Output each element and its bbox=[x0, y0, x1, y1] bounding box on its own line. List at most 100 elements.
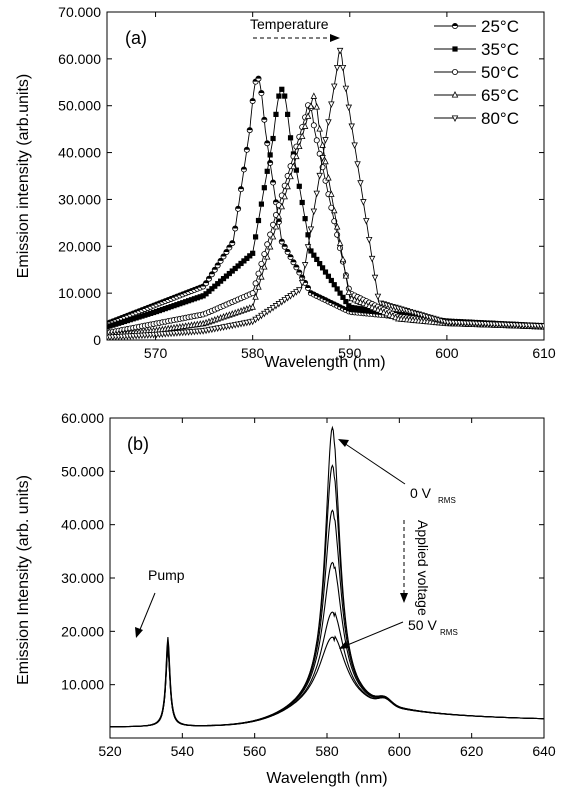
series-point-25°C-fill bbox=[229, 240, 235, 244]
series-point-35°C bbox=[206, 288, 212, 294]
voltage-50-annotation: 50 V RMS bbox=[408, 617, 458, 637]
series-point-80°C bbox=[263, 308, 271, 316]
voltage-series-line-4 bbox=[110, 611, 544, 728]
series-point-25°C-fill bbox=[293, 264, 299, 268]
series-point-80°C bbox=[360, 199, 367, 206]
voltage-0-arrow bbox=[338, 439, 406, 485]
series-point-25°C-fill bbox=[305, 285, 311, 288]
series-point-50°C bbox=[313, 137, 320, 144]
series-point-35°C bbox=[203, 291, 209, 297]
series-point-25°C-fill bbox=[235, 206, 241, 209]
series-point-65°C bbox=[298, 132, 306, 140]
series-point-35°C bbox=[200, 293, 206, 299]
series-point-35°C bbox=[346, 303, 352, 309]
series-point-65°C bbox=[272, 222, 280, 230]
series-point-65°C bbox=[293, 152, 300, 160]
series-point-80°C bbox=[298, 280, 306, 287]
series-point-35°C bbox=[156, 307, 163, 314]
series-point-35°C bbox=[241, 258, 247, 264]
series-point-35°C bbox=[235, 263, 241, 269]
series-point-35°C bbox=[328, 277, 334, 284]
legend-marker-50°C bbox=[451, 69, 458, 76]
plot-b-xtick-label: 620 bbox=[460, 743, 484, 759]
series-point-35°C bbox=[110, 322, 116, 328]
series-point-65°C bbox=[325, 174, 332, 181]
series-point-25°C-fill bbox=[250, 98, 256, 101]
series-point-80°C bbox=[281, 297, 288, 304]
series-point-25°C-fill bbox=[270, 179, 276, 183]
plot-b-series bbox=[110, 425, 544, 728]
plot-b-xtick-label: 600 bbox=[388, 743, 412, 759]
series-point-50°C bbox=[252, 280, 259, 287]
voltage-series-2 bbox=[110, 509, 544, 728]
series-point-35°C bbox=[133, 315, 139, 321]
series-point-80°C bbox=[258, 312, 265, 320]
plot-a-ytick-label: 70.000 bbox=[58, 4, 101, 20]
temperature-annotation: Temperature bbox=[250, 16, 329, 32]
series-point-35°C bbox=[296, 183, 302, 189]
series-line-25°C bbox=[107, 76, 544, 327]
series-point-35°C bbox=[188, 297, 195, 303]
series-point-80°C bbox=[269, 304, 277, 312]
series-point-35°C bbox=[305, 232, 311, 238]
series-point-80°C bbox=[351, 142, 358, 149]
series-point-35°C bbox=[171, 303, 177, 309]
series-point-80°C bbox=[325, 119, 332, 126]
series-point-50°C bbox=[337, 245, 344, 252]
legend-marker-35°C bbox=[452, 46, 458, 52]
series-point-35°C bbox=[148, 310, 154, 316]
series-point-35°C bbox=[232, 265, 238, 272]
series-point-35°C bbox=[311, 252, 317, 258]
series-point-80°C bbox=[310, 208, 318, 216]
series-point-35°C bbox=[270, 135, 276, 142]
plot-a-ticks: 570 580 590 600 610 0 10.000 20.000 30.000 40.000… bbox=[58, 4, 556, 361]
series-point-80°C bbox=[284, 295, 291, 302]
series-point-35°C bbox=[118, 319, 125, 325]
series-point-80°C bbox=[371, 274, 379, 282]
legend-marker-25°C-fill bbox=[452, 23, 458, 26]
series-point-65°C bbox=[316, 125, 323, 132]
series-point-80°C bbox=[287, 293, 294, 300]
series-point-65°C bbox=[290, 162, 297, 170]
plot-a-ytick-label: 60.000 bbox=[58, 51, 101, 67]
voltage-0-annotation: 0 V RMS bbox=[410, 485, 456, 505]
series-point-35°C bbox=[139, 313, 145, 319]
series-point-35°C bbox=[308, 248, 314, 254]
series-point-25°C-fill bbox=[264, 140, 270, 144]
legend-marker-65°C bbox=[451, 91, 459, 98]
series-point-35°C bbox=[191, 296, 197, 302]
series-point-35°C bbox=[244, 255, 250, 261]
series-point-65°C bbox=[249, 303, 256, 310]
series-point-35°C bbox=[153, 308, 160, 315]
plot-b-xlabel: Wavelength (nm) bbox=[266, 770, 387, 787]
voltage-series-5 bbox=[110, 635, 544, 728]
svg-text:50 V: 50 V bbox=[408, 617, 437, 633]
temperature-arrow bbox=[253, 34, 340, 42]
series-point-25°C-fill bbox=[258, 90, 265, 94]
series-point-35°C bbox=[349, 304, 355, 311]
series-point-25°C-fill bbox=[241, 166, 247, 170]
series-point-65°C bbox=[263, 253, 271, 260]
plot-a-frame bbox=[106, 11, 545, 341]
plot-b-ytick-label: 30.000 bbox=[61, 570, 104, 586]
series-point-35°C bbox=[215, 281, 221, 287]
series-point-35°C bbox=[314, 256, 320, 263]
series-point-80°C bbox=[296, 287, 303, 294]
svg-text:RMS: RMS bbox=[440, 628, 458, 637]
legend-label-25°C: 25°C bbox=[481, 17, 519, 36]
series-point-35°C bbox=[212, 283, 218, 289]
series-point-35°C bbox=[116, 320, 122, 326]
series-point-35°C bbox=[343, 298, 349, 305]
series-point-35°C bbox=[197, 294, 203, 300]
series-point-25°C-fill bbox=[282, 244, 288, 247]
series-point-35°C bbox=[162, 306, 168, 312]
series-point-35°C bbox=[159, 306, 165, 313]
series-point-80°C bbox=[363, 218, 370, 225]
series-point-65°C bbox=[278, 202, 286, 210]
series-point-35°C bbox=[252, 234, 259, 240]
series-point-80°C bbox=[272, 303, 280, 310]
plot-b-xtick-label: 540 bbox=[171, 743, 195, 759]
series-point-35°C bbox=[279, 86, 285, 92]
series-point-35°C bbox=[194, 295, 200, 301]
